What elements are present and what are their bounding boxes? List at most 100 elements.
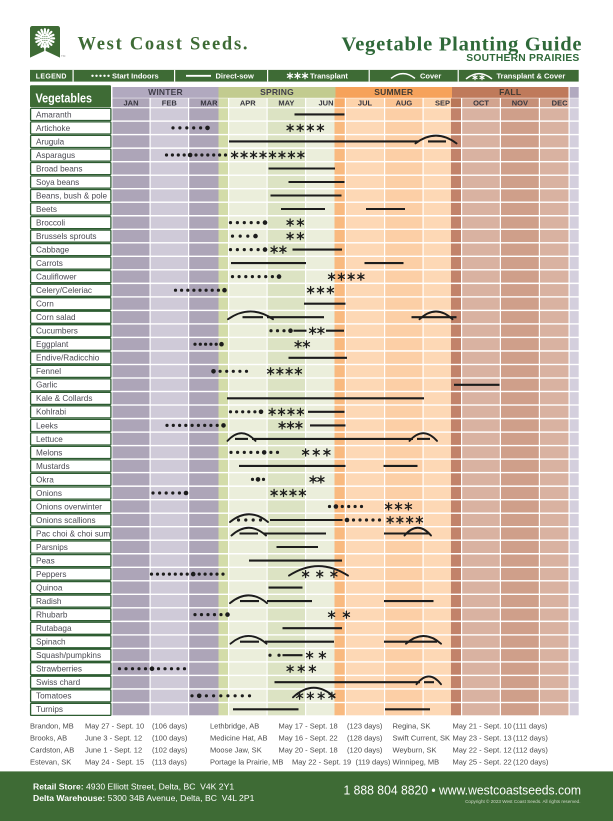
svg-text:Squash/pumpkins: Squash/pumpkins: [36, 651, 101, 660]
svg-text:May 27 - Sept. 10: May 27 - Sept. 10: [85, 721, 144, 730]
svg-text:Cover: Cover: [420, 71, 441, 80]
svg-text:Carrots: Carrots: [36, 259, 63, 268]
svg-text:Lettuce: Lettuce: [36, 435, 63, 444]
svg-text:(128 days): (128 days): [347, 733, 383, 742]
svg-text:Vegetables: Vegetables: [36, 90, 93, 105]
svg-text:Medicine Hat, AB: Medicine Hat, AB: [210, 733, 268, 742]
svg-text:Peppers: Peppers: [36, 570, 67, 579]
svg-text:1 888 804 8820 • www.westcoas: 1 888 804 8820 • www.westcoastseeds.com: [344, 783, 582, 798]
svg-text:SOUTHERN PRAIRIES: SOUTHERN PRAIRIES: [466, 53, 579, 64]
svg-text:Brussels sprouts: Brussels sprouts: [36, 232, 97, 241]
svg-text:Asparagus: Asparagus: [36, 151, 75, 160]
svg-text:Brandon, MB: Brandon, MB: [30, 721, 74, 730]
svg-text:Cucumbers: Cucumbers: [36, 327, 78, 336]
svg-text:Onions overwinter: Onions overwinter: [36, 502, 102, 511]
svg-text:May 17 - Sept. 18: May 17 - Sept. 18: [279, 721, 338, 730]
svg-text:June 3 - Sept. 12: June 3 - Sept. 12: [85, 733, 142, 742]
svg-text:Transplant & Cover: Transplant & Cover: [497, 71, 566, 80]
svg-text:Pac choi & choi sum: Pac choi & choi sum: [36, 529, 110, 538]
svg-text:(113 days): (113 days): [152, 757, 187, 766]
svg-text:Melons: Melons: [36, 448, 62, 457]
svg-text:Corn salad: Corn salad: [36, 313, 76, 322]
svg-text:Winnipeg, MB: Winnipeg, MB: [393, 757, 440, 766]
svg-text:Rhubarb: Rhubarb: [36, 611, 68, 620]
svg-text:May 22 - Sept. 19: May 22 - Sept. 19: [292, 757, 351, 766]
svg-text:Onions scallions: Onions scallions: [36, 516, 96, 525]
svg-text:AUG: AUG: [396, 98, 413, 107]
svg-text:Spinach: Spinach: [36, 638, 66, 647]
svg-text:(119 days): (119 days): [356, 757, 391, 766]
svg-text:Beets: Beets: [36, 205, 57, 214]
svg-text:(111 days): (111 days): [513, 721, 548, 730]
svg-text:SUMMER: SUMMER: [374, 87, 413, 97]
svg-text:Endive/Radicchio: Endive/Radicchio: [36, 354, 100, 363]
svg-text:Peas: Peas: [36, 557, 55, 566]
svg-text:DEC: DEC: [552, 98, 568, 107]
svg-text:FALL: FALL: [499, 87, 521, 97]
svg-text:Eggplant: Eggplant: [36, 340, 69, 349]
svg-text:May 24 - Sept. 15: May 24 - Sept. 15: [85, 757, 144, 766]
svg-text:Lethbridge, AB: Lethbridge, AB: [210, 721, 259, 730]
svg-text:West Coast Seeds.: West Coast Seeds.: [78, 34, 248, 54]
svg-text:APR: APR: [240, 98, 256, 107]
svg-text:Kale & Collards: Kale & Collards: [36, 394, 92, 403]
svg-text:Corn: Corn: [36, 300, 54, 309]
svg-text:Regina, SK: Regina, SK: [393, 721, 431, 730]
svg-text:Strawberries: Strawberries: [36, 665, 82, 674]
svg-text:Broad beans: Broad beans: [36, 164, 82, 173]
svg-text:Direct-sow: Direct-sow: [216, 71, 255, 80]
svg-text:Fennel: Fennel: [36, 367, 61, 376]
svg-text:Cauliflower: Cauliflower: [36, 273, 77, 282]
svg-text:Transplant: Transplant: [310, 71, 348, 80]
svg-text:Portage la Prairie, MB: Portage la Prairie, MB: [210, 757, 283, 766]
svg-text:Soya beans: Soya beans: [36, 178, 79, 187]
svg-text:(112 days): (112 days): [513, 733, 548, 742]
svg-text:(120 days): (120 days): [347, 745, 383, 754]
svg-text:JUL: JUL: [358, 98, 373, 107]
svg-text:Kohlrabi: Kohlrabi: [36, 408, 66, 417]
svg-text:Arugula: Arugula: [36, 137, 65, 146]
svg-text:Amaranth: Amaranth: [36, 110, 72, 119]
svg-text:MAY: MAY: [278, 98, 294, 107]
svg-text:Cardston, AB: Cardston, AB: [30, 745, 74, 754]
svg-text:Swift Current, SK: Swift Current, SK: [393, 733, 451, 742]
svg-text:Brooks, AB: Brooks, AB: [30, 733, 67, 742]
svg-text:Delta Warehouse: 5300 34B Aven: Delta Warehouse: 5300 34B Avenue, Delta,…: [33, 793, 255, 803]
svg-text:Estevan, SK: Estevan, SK: [30, 757, 71, 766]
svg-text:(120 days): (120 days): [513, 757, 549, 766]
svg-text:OCT: OCT: [473, 98, 489, 107]
svg-text:Garlic: Garlic: [36, 381, 57, 390]
svg-text:Weyburn, SK: Weyburn, SK: [393, 745, 437, 754]
svg-text:Broccoli: Broccoli: [36, 219, 65, 228]
svg-text:Mustards: Mustards: [36, 462, 70, 471]
svg-text:Celery/Celeriac: Celery/Celeriac: [36, 286, 92, 295]
svg-text:May 16 - Sept. 22: May 16 - Sept. 22: [279, 733, 338, 742]
svg-text:Leeks: Leeks: [36, 421, 58, 430]
svg-text:(100 days): (100 days): [152, 733, 188, 742]
svg-text:May 22 - Sept. 12: May 22 - Sept. 12: [453, 745, 512, 754]
svg-text:LEGEND: LEGEND: [36, 73, 67, 80]
svg-text:(112 days): (112 days): [513, 745, 548, 754]
svg-text:Copyright © 2023 West Coast Se: Copyright © 2023 West Coast Seeds. All r…: [465, 798, 580, 804]
svg-text:Cabbage: Cabbage: [36, 246, 70, 255]
svg-text:Rutabaga: Rutabaga: [36, 624, 72, 633]
svg-text:Tomatoes: Tomatoes: [36, 692, 72, 701]
svg-text:NOV: NOV: [512, 98, 528, 107]
svg-text:JUN: JUN: [318, 98, 333, 107]
svg-text:Retail Store: 4930 Elliott Str: Retail Store: 4930 Elliott Street, Delta…: [33, 781, 234, 791]
svg-text:Vegetable Planting Guide: Vegetable Planting Guide: [342, 33, 582, 55]
svg-text:WINTER: WINTER: [148, 87, 183, 97]
svg-text:May 25 - Sept. 22: May 25 - Sept. 22: [453, 757, 512, 766]
svg-text:Parsnips: Parsnips: [36, 543, 68, 552]
svg-text:Turnips: Turnips: [36, 705, 63, 714]
svg-text:Artichoke: Artichoke: [36, 124, 71, 133]
svg-text:JAN: JAN: [123, 98, 138, 107]
svg-text:(102 days): (102 days): [152, 745, 188, 754]
svg-text:Quinoa: Quinoa: [36, 584, 63, 593]
svg-text:June 1 - Sept. 12: June 1 - Sept. 12: [85, 745, 142, 754]
svg-text:May 21 - Sept. 10: May 21 - Sept. 10: [453, 721, 512, 730]
svg-text:Start Indoors: Start Indoors: [112, 71, 159, 80]
svg-text:MAR: MAR: [200, 98, 218, 107]
svg-text:Onions: Onions: [36, 489, 62, 498]
svg-text:May 23 - Sept. 13: May 23 - Sept. 13: [453, 733, 512, 742]
